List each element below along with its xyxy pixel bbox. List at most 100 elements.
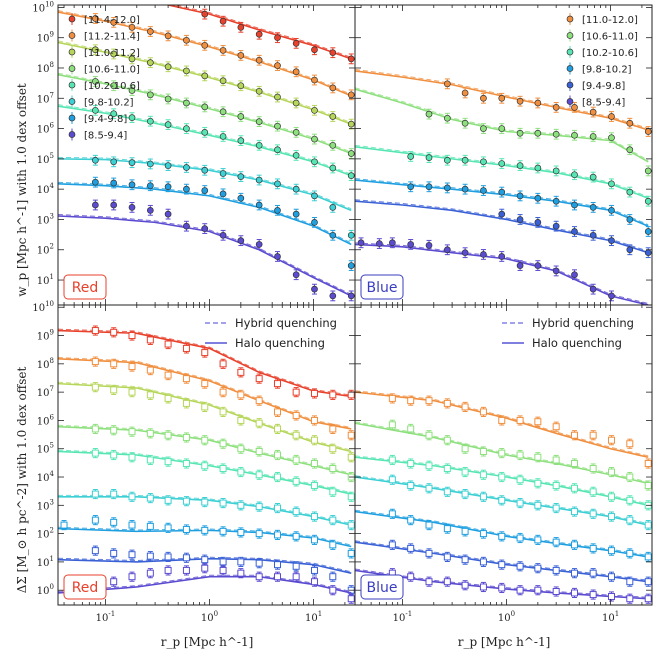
data-point bbox=[183, 222, 190, 230]
x-tick-label: 10-1 bbox=[393, 610, 413, 624]
data-point bbox=[479, 558, 487, 566]
data-point bbox=[589, 108, 597, 116]
data-point bbox=[626, 246, 634, 254]
data-point bbox=[607, 436, 615, 444]
data-point bbox=[626, 188, 634, 196]
data-point bbox=[237, 137, 245, 144]
model-line-dashed bbox=[58, 72, 352, 153]
data-point bbox=[608, 206, 615, 214]
model-line bbox=[58, 495, 352, 526]
data-point bbox=[91, 383, 99, 391]
data-point bbox=[571, 201, 578, 209]
data-point bbox=[571, 271, 578, 279]
data-point bbox=[237, 82, 245, 90]
data-point bbox=[164, 371, 172, 379]
data-point bbox=[516, 262, 524, 269]
legend-marker bbox=[68, 32, 76, 39]
data-point bbox=[516, 499, 524, 507]
data-point bbox=[347, 55, 355, 63]
y-tick-label: 108 bbox=[37, 357, 54, 371]
data-point bbox=[608, 180, 615, 188]
data-point bbox=[479, 530, 487, 538]
data-point bbox=[589, 510, 597, 518]
legend-label: [11.2-11.4] bbox=[84, 32, 140, 43]
data-point bbox=[329, 231, 337, 239]
data-point bbox=[589, 591, 597, 599]
data-point bbox=[329, 465, 337, 473]
plot-area bbox=[58, 325, 355, 604]
data-point bbox=[516, 451, 524, 459]
data-point bbox=[407, 153, 415, 160]
y-tick-label: 108 bbox=[37, 61, 54, 75]
data-point bbox=[219, 527, 227, 535]
series-[8.5-9.4] bbox=[58, 199, 355, 302]
data-point bbox=[146, 522, 154, 530]
series-bin-6 bbox=[58, 515, 355, 559]
data-point bbox=[292, 573, 300, 581]
data-point bbox=[461, 468, 469, 476]
series-bin-7 bbox=[58, 545, 355, 596]
data-point bbox=[347, 391, 355, 399]
legend-label: [11.0-12.0] bbox=[582, 15, 638, 26]
series-[9.4-9.8] bbox=[58, 176, 355, 271]
y-tick-label: 103 bbox=[37, 498, 54, 512]
y-tick-label: 107 bbox=[37, 91, 54, 105]
data-point bbox=[273, 573, 281, 581]
legend-marker bbox=[566, 81, 574, 89]
data-point bbox=[534, 536, 542, 544]
series-[10.6-11.0] bbox=[355, 87, 652, 177]
data-point bbox=[516, 97, 524, 105]
data-point bbox=[110, 549, 118, 557]
data-point bbox=[516, 476, 524, 484]
data-point bbox=[516, 562, 524, 570]
data-point bbox=[608, 292, 615, 300]
data-point bbox=[329, 49, 337, 57]
data-point bbox=[311, 76, 318, 84]
data-point bbox=[570, 508, 578, 516]
data-point bbox=[534, 262, 542, 269]
data-point bbox=[310, 460, 318, 468]
data-point bbox=[164, 63, 172, 71]
model-line-dashed bbox=[58, 104, 352, 175]
data-point bbox=[516, 534, 524, 542]
data-point bbox=[480, 187, 487, 194]
y-tick-label: 104 bbox=[37, 182, 55, 196]
tag-label: Blue bbox=[367, 580, 398, 596]
tag-blue: Blue bbox=[360, 274, 404, 300]
data-point bbox=[164, 458, 172, 466]
data-point bbox=[164, 524, 172, 532]
data-point bbox=[255, 56, 263, 64]
series-bin-3 bbox=[58, 423, 355, 483]
panel-frame bbox=[354, 304, 653, 606]
legend-marker bbox=[566, 15, 574, 23]
data-point bbox=[329, 573, 337, 581]
data-point bbox=[461, 185, 469, 193]
model-line-dashed bbox=[58, 449, 352, 494]
data-point bbox=[110, 19, 118, 26]
data-point bbox=[164, 553, 172, 561]
model-line bbox=[58, 425, 352, 476]
data-point bbox=[425, 397, 433, 405]
y-tick-label: 1010 bbox=[32, 300, 54, 314]
data-point bbox=[128, 388, 136, 396]
data-point bbox=[255, 573, 263, 581]
data-point bbox=[589, 133, 597, 140]
tag-box bbox=[360, 574, 404, 600]
data-point bbox=[128, 204, 136, 211]
series-[10.2-10.6] bbox=[355, 144, 652, 207]
data-point bbox=[292, 129, 300, 136]
data-point bbox=[552, 267, 560, 275]
plot-area bbox=[355, 390, 652, 604]
data-point bbox=[237, 23, 245, 31]
data-point bbox=[552, 423, 560, 431]
data-point bbox=[146, 59, 154, 67]
tag-label: Red bbox=[72, 280, 99, 296]
data-point bbox=[347, 549, 355, 557]
y-tick-label: 104 bbox=[37, 470, 55, 484]
model-line-dashed bbox=[58, 574, 352, 593]
data-point bbox=[164, 32, 172, 40]
data-point bbox=[201, 564, 209, 572]
data-point bbox=[570, 589, 578, 597]
data-point bbox=[274, 93, 281, 101]
data-point bbox=[461, 490, 469, 498]
